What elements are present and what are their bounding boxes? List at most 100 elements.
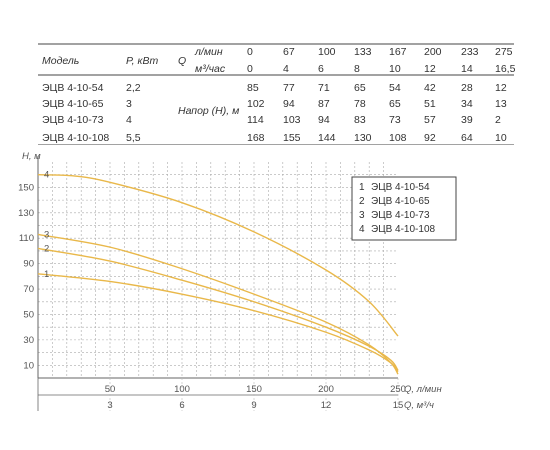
- header-power: P, кВт: [126, 55, 158, 67]
- q-m3h-value: 6: [318, 63, 324, 75]
- row-head-value: 87: [318, 98, 330, 110]
- header-unit-lpm: л/мин: [194, 46, 223, 58]
- row-power: 3: [126, 98, 132, 110]
- q-m3h-value: 8: [354, 63, 360, 75]
- row-model: ЭЦВ 4-10-65: [42, 98, 104, 110]
- row-head-value: 57: [424, 114, 436, 126]
- row-head-value: 114: [247, 114, 264, 126]
- row-power: 4: [126, 114, 132, 126]
- x2-tick-label: 9: [251, 400, 256, 411]
- row-head-value: 130: [354, 132, 372, 144]
- x2-tick-label: 12: [321, 400, 332, 411]
- x2-tick-label: 3: [107, 400, 112, 411]
- header-head: Напор (H), м: [178, 105, 239, 117]
- legend-entry: ЭЦВ 4-10-65: [371, 196, 430, 207]
- q-lpm-value: 100: [318, 46, 336, 58]
- row-head-value: 13: [495, 98, 507, 110]
- y-tick-label: 30: [23, 335, 34, 346]
- q-m3h-value: 16,5: [495, 63, 516, 75]
- y-tick-label: 70: [23, 284, 34, 295]
- legend-entry: ЭЦВ 4-10-73: [371, 210, 430, 221]
- legend-number: 3: [359, 210, 365, 221]
- y-tick-label: 110: [19, 233, 34, 244]
- y-tick-label: 130: [18, 208, 34, 219]
- q-m3h-value: 4: [283, 63, 289, 75]
- row-head-value: 42: [424, 82, 436, 94]
- q-lpm-value: 0: [247, 46, 253, 58]
- x-axis-label: Q, л/мин: [404, 384, 442, 395]
- q-m3h-value: 0: [247, 63, 253, 75]
- row-head-value: 71: [318, 82, 330, 94]
- q-lpm-value: 275: [495, 46, 513, 58]
- row-model: ЭЦВ 4-10-108: [42, 132, 109, 144]
- row-head-value: 2: [495, 114, 501, 126]
- legend-number: 2: [359, 196, 365, 207]
- row-head-value: 78: [354, 98, 366, 110]
- row-head-value: 64: [461, 132, 473, 144]
- row-head-value: 155: [283, 132, 301, 144]
- series-line-3: [37, 233, 399, 375]
- row-head-value: 108: [389, 132, 407, 144]
- q-lpm-value: 233: [461, 46, 479, 58]
- x-tick-label: 150: [246, 384, 262, 395]
- x2-axis-label: Q, м³/ч: [404, 400, 434, 411]
- series-line-2: [37, 247, 399, 371]
- q-m3h-value: 10: [389, 63, 401, 75]
- row-model: ЭЦВ 4-10-73: [42, 114, 104, 126]
- row-head-value: 65: [389, 98, 401, 110]
- row-head-value: 94: [283, 98, 295, 110]
- row-head-value: 34: [461, 98, 473, 110]
- series-line-4: [37, 174, 399, 337]
- legend-entry: ЭЦВ 4-10-108: [371, 224, 436, 235]
- x-tick-label: 50: [105, 384, 116, 395]
- row-head-value: 85: [247, 82, 259, 94]
- q-m3h-value: 12: [424, 63, 436, 75]
- row-power: 5,5: [126, 132, 141, 144]
- q-lpm-value: 167: [389, 46, 407, 58]
- row-head-value: 92: [424, 132, 436, 144]
- legend-number: 4: [359, 224, 365, 235]
- q-lpm-value: 67: [283, 46, 295, 58]
- row-head-value: 94: [318, 114, 330, 126]
- row-head-value: 73: [389, 114, 401, 126]
- row-head-value: 28: [461, 82, 473, 94]
- legend-box: [351, 176, 457, 241]
- q-m3h-value: 14: [461, 63, 473, 75]
- row-head-value: 83: [354, 114, 366, 126]
- row-head-value: 103: [283, 114, 301, 126]
- row-head-value: 51: [424, 98, 436, 110]
- row-head-value: 10: [495, 132, 507, 144]
- row-head-value: 54: [389, 82, 401, 94]
- row-head-value: 168: [247, 132, 265, 144]
- header-unit-m3h: м³/час: [195, 63, 226, 75]
- series-end-label: 4: [44, 170, 49, 181]
- row-head-value: 65: [354, 82, 366, 94]
- row-head-value: 39: [461, 114, 473, 126]
- y-tick-label: 150: [18, 182, 34, 193]
- header-model: Модель: [42, 55, 79, 67]
- series-line-1: [37, 273, 399, 373]
- x2-tick-label: 6: [179, 400, 184, 411]
- q-lpm-value: 200: [424, 46, 442, 58]
- row-power: 2,2: [126, 82, 141, 94]
- q-lpm-value: 133: [354, 46, 372, 58]
- x-tick-label: 200: [318, 384, 334, 395]
- y-tick-label: 50: [23, 309, 34, 320]
- row-head-value: 102: [247, 98, 265, 110]
- series-end-label: 1: [44, 269, 49, 280]
- row-head-value: 12: [495, 82, 507, 94]
- row-head-value: 77: [283, 82, 295, 94]
- x2-tick-label: 15: [393, 400, 404, 411]
- legend-number: 1: [359, 182, 365, 193]
- series-end-label: 3: [44, 229, 49, 240]
- row-head-value: 144: [318, 132, 336, 144]
- y-axis-label: H, м: [22, 151, 41, 162]
- y-tick-label: 90: [23, 259, 34, 270]
- legend-entry: ЭЦВ 4-10-54: [371, 182, 430, 193]
- x-tick-label: 250: [390, 384, 406, 395]
- series-end-label: 2: [44, 243, 49, 254]
- row-model: ЭЦВ 4-10-54: [42, 82, 104, 94]
- header-q: Q: [178, 55, 186, 67]
